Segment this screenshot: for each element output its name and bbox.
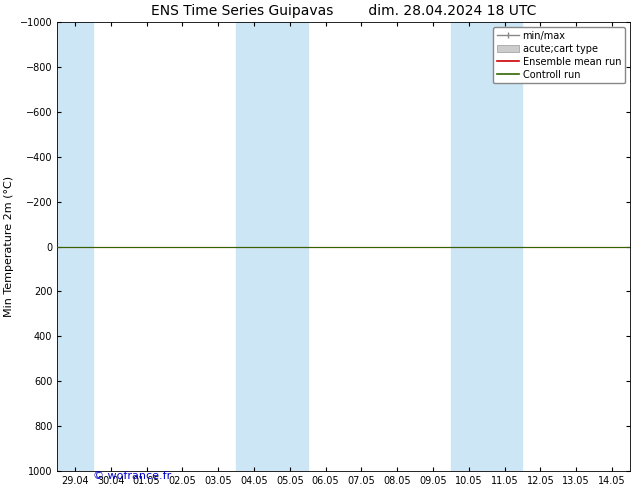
Title: ENS Time Series Guipavas        dim. 28.04.2024 18 UTC: ENS Time Series Guipavas dim. 28.04.2024… xyxy=(151,4,536,18)
Bar xyxy=(57,22,93,471)
Bar xyxy=(451,22,522,471)
Legend: min/max, acute;cart type, Ensemble mean run, Controll run: min/max, acute;cart type, Ensemble mean … xyxy=(493,27,625,83)
Y-axis label: Min Temperature 2m (°C): Min Temperature 2m (°C) xyxy=(4,176,14,317)
Text: © wofrance.fr: © wofrance.fr xyxy=(93,471,171,481)
Bar xyxy=(236,22,307,471)
